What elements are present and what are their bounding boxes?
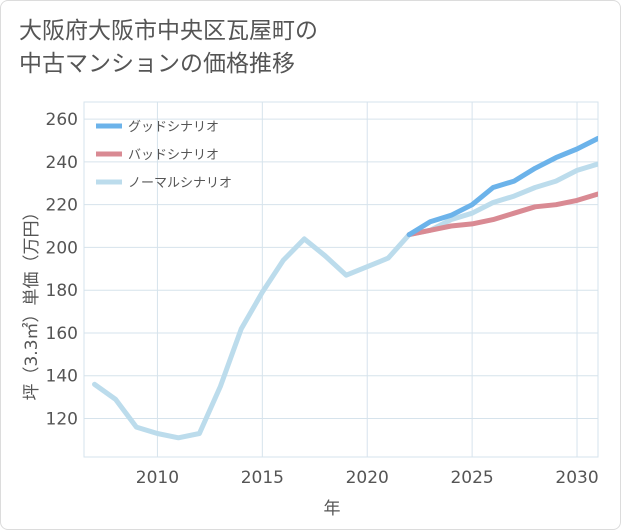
- y-tick-label: 180: [46, 281, 78, 301]
- axis-ticks: 2010 2015 2020 2025 2030 120 140 160 180 200 220 24…: [46, 110, 599, 488]
- plot-frame: [83, 101, 599, 458]
- legend-label-1: バッドシナリオ: [128, 148, 219, 163]
- grid: [83, 101, 599, 458]
- y-axis-title: 坪（3.3㎡）単価（万円）: [22, 203, 42, 400]
- chart-title-line-1: 大阪府大阪市中央区瓦屋町の: [19, 18, 318, 44]
- x-tick-label: 2010: [136, 468, 179, 488]
- legend-label-2: ノーマルシナリオ: [128, 176, 232, 191]
- chart-title: 大阪府大阪市中央区瓦屋町の 中古マンションの価格推移: [19, 15, 318, 81]
- x-axis-title: 年: [324, 499, 341, 519]
- y-tick-label: 140: [46, 367, 78, 387]
- y-tick-label: 220: [46, 196, 78, 216]
- legend-label-0: グッドシナリオ: [128, 120, 219, 135]
- series-line-1: [406, 191, 598, 238]
- y-tick-label: 120: [46, 410, 78, 430]
- series-line-2: [92, 161, 598, 441]
- x-tick-label: 2025: [450, 468, 493, 488]
- series-line-0: [406, 135, 598, 238]
- y-tick-label: 200: [46, 238, 78, 258]
- x-tick-label: 2015: [241, 468, 284, 488]
- y-tick-label: 260: [46, 110, 78, 130]
- y-tick-label: 160: [46, 324, 78, 344]
- x-tick-label: 2030: [555, 468, 598, 488]
- x-tick-label: 2020: [346, 468, 389, 488]
- y-tick-label: 240: [46, 153, 78, 173]
- series-lines: [92, 135, 598, 441]
- chart-title-line-2: 中古マンションの価格推移: [19, 51, 295, 77]
